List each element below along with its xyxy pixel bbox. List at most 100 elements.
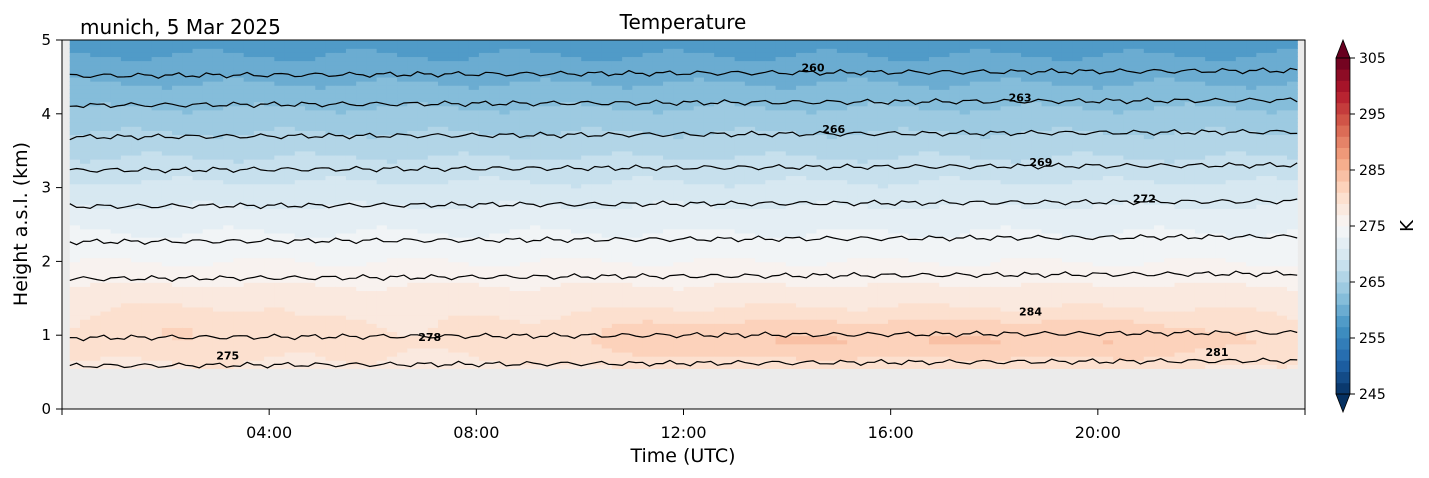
field-cell xyxy=(223,331,235,337)
field-cell xyxy=(172,163,183,168)
field-cell xyxy=(509,323,521,328)
field-cell xyxy=(182,122,194,127)
field-cell xyxy=(581,220,593,226)
field-cell xyxy=(550,81,562,86)
field-cell xyxy=(397,175,408,181)
field-cell xyxy=(192,339,204,345)
field-cell xyxy=(253,339,265,345)
field-cell xyxy=(90,154,102,160)
field-cell xyxy=(264,179,275,185)
field-cell xyxy=(611,249,623,255)
field-cell xyxy=(80,249,91,255)
field-cell xyxy=(243,101,255,107)
field-cell xyxy=(376,237,388,242)
field-cell xyxy=(110,138,122,144)
field-cell xyxy=(182,335,194,341)
field-cell xyxy=(693,228,705,234)
field-cell xyxy=(356,232,368,238)
field-cell xyxy=(601,310,613,316)
field-cell xyxy=(243,286,255,292)
field-cell xyxy=(601,195,613,201)
field-cell xyxy=(581,85,593,90)
field-cell xyxy=(376,56,388,62)
field-cell xyxy=(622,306,633,312)
field-cell xyxy=(212,113,224,119)
field-cell xyxy=(642,171,654,177)
field-cell xyxy=(519,76,531,82)
field-cell xyxy=(540,138,552,144)
field-cell xyxy=(427,265,439,271)
field-cell xyxy=(407,183,419,189)
field-cell xyxy=(611,44,623,49)
field-cell xyxy=(448,343,460,349)
field-cell xyxy=(212,327,224,333)
field-cell xyxy=(570,339,582,345)
field-cell xyxy=(172,175,183,181)
field-cell xyxy=(673,224,685,230)
field-cell xyxy=(407,253,419,259)
field-cell xyxy=(80,323,91,328)
field-cell xyxy=(141,89,153,94)
field-cell xyxy=(550,286,562,292)
field-cell xyxy=(151,360,163,365)
field-cell xyxy=(570,130,582,136)
field-cell xyxy=(284,163,296,168)
field-cell xyxy=(366,343,378,349)
field-cell xyxy=(570,302,582,308)
field-cell xyxy=(233,351,245,357)
field-cell xyxy=(80,179,91,185)
field-cell xyxy=(499,105,511,111)
field-cell xyxy=(663,302,674,308)
field-cell xyxy=(172,60,183,66)
field-cell xyxy=(141,183,153,189)
field-cell xyxy=(69,195,81,201)
field-cell xyxy=(611,163,623,168)
field-cell xyxy=(335,40,347,45)
field-cell xyxy=(110,146,122,152)
field-cell xyxy=(80,85,91,90)
field-cell xyxy=(141,228,153,234)
field-cell xyxy=(202,130,214,136)
field-cell xyxy=(345,138,357,144)
field-cell xyxy=(591,118,603,123)
field-cell xyxy=(80,130,91,136)
field-cell xyxy=(683,228,695,234)
field-cell xyxy=(540,298,552,304)
field-cell xyxy=(243,167,255,172)
field-cell xyxy=(591,269,603,275)
field-cell xyxy=(673,76,685,82)
field-cell xyxy=(611,56,623,62)
field-cell xyxy=(386,269,398,275)
field-cell xyxy=(356,76,368,82)
field-cell xyxy=(90,130,102,136)
field-cell xyxy=(458,118,470,123)
field-cell xyxy=(131,64,142,70)
field-cell xyxy=(233,339,245,345)
field-cell xyxy=(253,93,265,99)
field-cell xyxy=(509,273,521,279)
field-cell xyxy=(581,265,593,271)
field-cell xyxy=(284,220,296,226)
field-cell xyxy=(458,360,470,365)
field-cell xyxy=(611,187,623,193)
field-cell xyxy=(243,302,255,308)
field-cell xyxy=(703,241,715,246)
field-cell xyxy=(264,159,275,164)
field-cell xyxy=(550,208,562,214)
field-cell xyxy=(427,179,439,185)
field-cell xyxy=(110,68,122,74)
field-cell xyxy=(417,56,429,62)
field-cell xyxy=(274,72,286,78)
field-cell xyxy=(611,310,623,316)
field-cell xyxy=(417,89,429,94)
field-cell xyxy=(335,171,347,177)
field-cell xyxy=(243,241,255,246)
field-cell xyxy=(652,60,664,66)
field-cell xyxy=(212,118,224,123)
field-cell xyxy=(325,228,337,234)
field-cell xyxy=(499,360,511,365)
field-cell xyxy=(417,343,429,349)
field-cell xyxy=(673,212,685,218)
field-cell xyxy=(499,339,511,345)
field-cell xyxy=(519,191,531,197)
